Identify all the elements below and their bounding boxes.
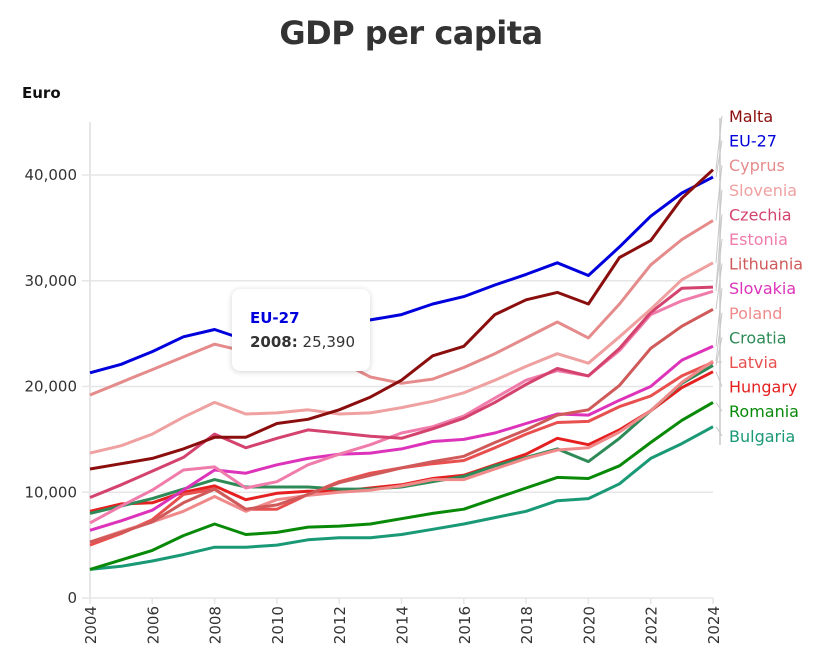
x-tick-label: 2012 bbox=[331, 606, 349, 644]
legend-leader bbox=[715, 426, 723, 437]
x-tick-label: 2006 bbox=[144, 606, 162, 644]
legend-item-malta[interactable]: Malta bbox=[729, 107, 773, 126]
series-line-malta[interactable] bbox=[89, 168, 715, 471]
y-tick-label: 40,000 bbox=[25, 166, 78, 184]
x-tick-label: 2010 bbox=[269, 606, 287, 644]
x-tick-label: 2022 bbox=[643, 606, 661, 644]
x-tick-label: 2018 bbox=[518, 606, 536, 644]
legend-leader bbox=[715, 312, 723, 362]
legend-item-lithuania[interactable]: Lithuania bbox=[729, 255, 803, 274]
y-tick-label: 30,000 bbox=[25, 272, 78, 290]
legend-item-cyprus[interactable]: Cyprus bbox=[729, 156, 785, 175]
series-line-slovakia[interactable] bbox=[89, 344, 714, 532]
legend-item-croatia[interactable]: Croatia bbox=[729, 328, 787, 347]
legend-leader bbox=[715, 288, 723, 347]
legend-leader bbox=[715, 140, 723, 178]
series-lines bbox=[89, 168, 715, 571]
series-line-romania[interactable] bbox=[89, 401, 714, 571]
series-line-slovenia[interactable] bbox=[89, 261, 714, 455]
x-tick-label: 2014 bbox=[394, 606, 412, 644]
legend-item-slovenia[interactable]: Slovenia bbox=[729, 181, 797, 200]
y-tick-label: 0 bbox=[67, 589, 77, 607]
legend-leader bbox=[715, 214, 723, 288]
y-axis-label: Euro bbox=[22, 84, 61, 102]
series-line-poland[interactable] bbox=[89, 359, 714, 544]
y-tick-label: 20,000 bbox=[25, 378, 78, 396]
legend-leader bbox=[715, 189, 723, 263]
legend-item-latvia[interactable]: Latvia bbox=[729, 353, 778, 372]
legend-leader bbox=[715, 371, 723, 387]
x-tick-label: 2004 bbox=[82, 606, 100, 644]
x-tick-label: 2016 bbox=[456, 606, 474, 644]
legend-leader bbox=[715, 165, 723, 221]
x-tick-label: 2024 bbox=[705, 606, 723, 644]
legend-leader bbox=[715, 238, 723, 292]
legend-item-slovakia[interactable]: Slovakia bbox=[729, 279, 796, 298]
chart-title: GDP per capita bbox=[279, 14, 543, 52]
gridlines bbox=[82, 122, 713, 599]
legend-item-hungary[interactable]: Hungary bbox=[729, 378, 797, 397]
legend-leader bbox=[715, 263, 723, 310]
tooltip-value: 25,390 bbox=[302, 333, 356, 351]
legend: Malta EU-27 Cyprus Slovenia Czechia Estonia Li… bbox=[715, 107, 803, 446]
legend-item-poland[interactable]: Poland bbox=[729, 304, 782, 323]
tooltip-year: 2008: bbox=[250, 333, 298, 351]
y-tick-label: 10,000 bbox=[25, 483, 78, 501]
series-line-czechia[interactable] bbox=[89, 285, 714, 499]
x-axis-ticks: 2004 2006 2008 2010 2012 2014 2016 2018 2020 2022… bbox=[82, 598, 723, 644]
tooltip-series-name: EU-27 bbox=[250, 309, 300, 327]
legend-item-eu-27[interactable]: EU-27 bbox=[729, 132, 777, 151]
legend-item-bulgaria[interactable]: Bulgaria bbox=[729, 427, 795, 446]
x-tick-label: 2008 bbox=[207, 606, 225, 644]
legend-item-estonia[interactable]: Estonia bbox=[729, 230, 788, 249]
legend-leader bbox=[715, 402, 723, 412]
series-line-cyprus[interactable] bbox=[89, 219, 714, 397]
series-line-lithuania[interactable] bbox=[89, 307, 714, 544]
legend-item-czechia[interactable]: Czechia bbox=[729, 205, 792, 224]
tooltip-row: 2008: 25,390 bbox=[250, 333, 355, 351]
tooltip: EU-27 2008: 25,390 bbox=[232, 289, 370, 371]
x-tick-label: 2020 bbox=[580, 606, 598, 644]
y-axis-ticks: 0 10,000 20,000 30,000 40,000 bbox=[25, 166, 78, 607]
legend-leader bbox=[715, 115, 723, 170]
legend-leader bbox=[715, 337, 723, 366]
legend-item-romania[interactable]: Romania bbox=[729, 402, 799, 421]
series-line-eu-27[interactable] bbox=[89, 175, 714, 375]
series-line-bulgaria[interactable] bbox=[89, 425, 714, 571]
